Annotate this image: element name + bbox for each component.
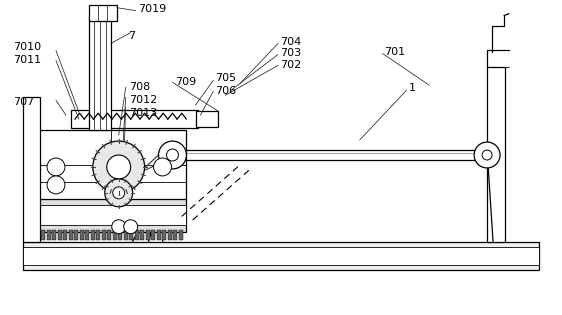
Bar xyxy=(151,230,155,240)
Text: 708: 708 xyxy=(129,82,150,92)
Text: 702: 702 xyxy=(280,60,301,71)
Bar xyxy=(74,230,78,240)
Bar xyxy=(196,111,218,127)
Bar xyxy=(487,67,505,242)
Circle shape xyxy=(124,220,138,234)
Bar xyxy=(146,230,150,240)
Text: 707: 707 xyxy=(13,97,34,107)
Text: 7010: 7010 xyxy=(13,43,42,53)
Bar xyxy=(39,199,187,232)
Text: 7012: 7012 xyxy=(129,95,157,105)
Bar xyxy=(52,230,56,240)
Bar xyxy=(23,242,539,270)
Bar xyxy=(23,97,40,242)
Bar xyxy=(39,130,187,200)
Text: 706: 706 xyxy=(215,86,237,96)
Bar xyxy=(168,230,172,240)
Circle shape xyxy=(153,158,171,176)
Bar xyxy=(63,230,67,240)
Text: 7011: 7011 xyxy=(13,55,42,66)
Circle shape xyxy=(47,158,65,176)
Bar xyxy=(174,230,178,240)
Text: 701: 701 xyxy=(384,48,406,57)
Bar xyxy=(71,110,198,128)
Circle shape xyxy=(107,155,131,179)
Bar xyxy=(162,230,166,240)
Text: 704: 704 xyxy=(280,37,301,47)
Text: 1: 1 xyxy=(409,83,415,93)
Bar xyxy=(118,230,123,240)
Circle shape xyxy=(482,150,492,160)
Bar xyxy=(107,230,111,240)
Bar xyxy=(140,230,144,240)
Bar xyxy=(157,230,161,240)
Circle shape xyxy=(93,141,144,193)
Circle shape xyxy=(113,187,125,199)
Bar xyxy=(179,230,183,240)
Text: 709: 709 xyxy=(175,77,197,87)
Text: 7013: 7013 xyxy=(129,108,157,118)
Circle shape xyxy=(47,176,65,194)
Bar xyxy=(124,230,128,240)
Bar xyxy=(89,16,111,130)
Bar xyxy=(113,230,117,240)
Bar xyxy=(135,230,139,240)
Bar xyxy=(96,230,100,240)
Bar xyxy=(47,230,51,240)
Bar xyxy=(90,230,94,240)
Bar xyxy=(23,247,539,265)
Bar xyxy=(80,230,84,240)
Bar xyxy=(57,230,62,240)
Text: 705: 705 xyxy=(215,73,237,83)
Bar xyxy=(69,230,72,240)
Text: 7: 7 xyxy=(128,31,135,41)
Bar xyxy=(173,150,487,160)
Circle shape xyxy=(166,149,179,161)
Bar xyxy=(41,230,45,240)
Bar xyxy=(85,230,89,240)
Bar xyxy=(102,230,106,240)
Circle shape xyxy=(158,141,187,169)
Text: 7019: 7019 xyxy=(138,4,166,14)
Circle shape xyxy=(474,142,500,168)
Text: 703: 703 xyxy=(280,49,301,59)
Circle shape xyxy=(105,179,133,207)
Bar xyxy=(39,205,187,225)
Bar xyxy=(89,5,117,20)
Circle shape xyxy=(112,220,126,234)
Bar xyxy=(129,230,133,240)
